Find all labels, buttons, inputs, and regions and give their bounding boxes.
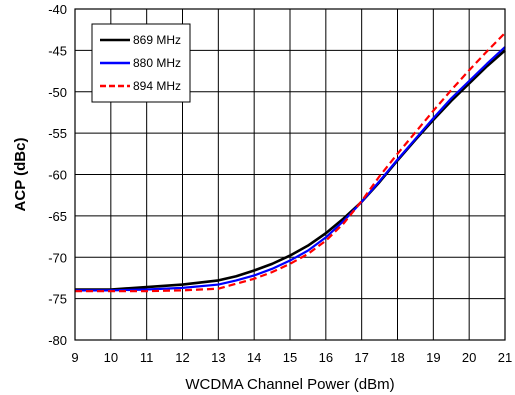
x-tick-label: 15 <box>283 350 297 365</box>
x-tick-label: 13 <box>211 350 225 365</box>
y-tick-label: -75 <box>48 292 67 307</box>
x-tick-label: 9 <box>71 350 78 365</box>
x-tick-label: 20 <box>462 350 476 365</box>
y-tick-label: -55 <box>48 126 67 141</box>
x-axis-title: WCDMA Channel Power (dBm) <box>185 376 394 393</box>
x-tick-label: 17 <box>354 350 368 365</box>
series-line-1 <box>75 46 506 292</box>
x-tick-label: 10 <box>104 350 118 365</box>
x-tick-label: 16 <box>319 350 333 365</box>
y-tick-label: -60 <box>48 168 67 183</box>
axes: 9 10 11 12 13 14 15 16 17 18 19 20 21 -40 -45 -50 -55 -60… <box>48 2 512 365</box>
y-tick-label: -50 <box>48 85 67 100</box>
y-tick-label: -45 <box>48 43 67 58</box>
x-tick-label: 18 <box>390 350 404 365</box>
y-axis-title: ACP (dBc) <box>12 138 29 212</box>
legend-label-1: 880 MHz <box>133 56 181 70</box>
x-tick-label: 14 <box>247 350 261 365</box>
series-lines <box>75 32 506 293</box>
x-tick-label: 12 <box>175 350 189 365</box>
legend: 869 MHz 880 MHz 894 MHz <box>91 23 191 103</box>
legend-label-0: 869 MHz <box>133 33 181 47</box>
y-tick-label: -40 <box>48 2 67 17</box>
y-tick-label: -70 <box>48 250 67 265</box>
y-tick-label: -80 <box>48 333 67 348</box>
series-line-0 <box>75 49 506 291</box>
plot-area-frame <box>74 8 506 341</box>
x-tick-label: 19 <box>426 350 440 365</box>
legend-label-2: 894 MHz <box>133 79 181 93</box>
y-tick-label: -65 <box>48 209 67 224</box>
x-tick-label: 21 <box>498 350 512 365</box>
x-tick-label: 11 <box>140 350 154 365</box>
